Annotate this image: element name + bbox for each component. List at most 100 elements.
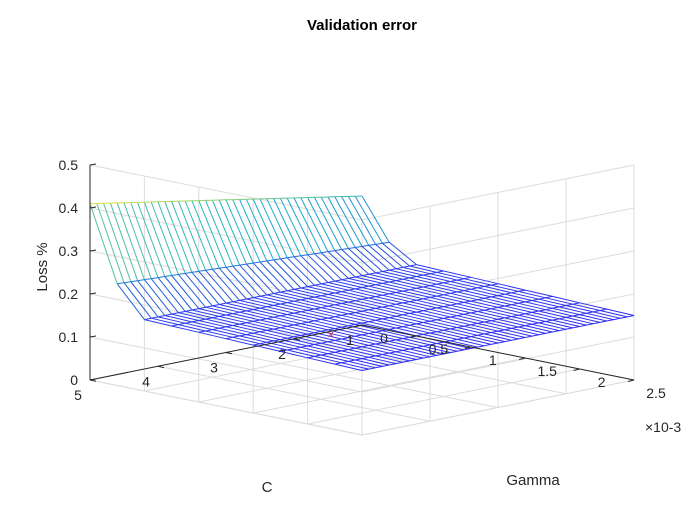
surface-mesh-line (450, 338, 458, 342)
surface-mesh-line (361, 275, 390, 283)
surface-mesh-line (232, 313, 261, 321)
surface-mesh-line (382, 294, 410, 303)
surface-mesh-line (259, 329, 267, 333)
surface-mesh-line (280, 325, 288, 329)
surface-mesh-line (443, 294, 471, 302)
surface-mesh-line (463, 300, 471, 303)
surface-mesh-line (314, 355, 342, 364)
surface-mesh-line (361, 346, 390, 354)
surface-mesh-line (355, 287, 363, 290)
surface-mesh-line (293, 288, 322, 297)
surface-mesh-line (185, 322, 213, 331)
surface-mesh-line (314, 320, 342, 328)
surface-mesh-line (151, 317, 179, 326)
surface-mesh-line (239, 310, 247, 313)
surface-mesh-line (280, 303, 308, 311)
surface-mesh-line (491, 332, 519, 340)
surface-mesh-line (504, 329, 533, 337)
surface-mesh-line (463, 288, 471, 292)
surface-mesh-line (579, 302, 607, 310)
surface-mesh-line (572, 302, 580, 305)
surface-mesh-line (389, 269, 417, 277)
surface-mesh-line (239, 311, 267, 320)
surface-mesh-line (436, 329, 444, 333)
surface-mesh-line (341, 289, 349, 293)
surface-mesh-line (246, 298, 274, 306)
surface-mesh-line (382, 342, 410, 350)
surface-mesh-line (470, 287, 478, 290)
surface-mesh-line (212, 268, 240, 301)
surface-mesh-line (436, 282, 444, 285)
z-tick-label: 0 (70, 372, 78, 388)
surface-mesh-line (219, 266, 227, 269)
surface-mesh-line (382, 318, 410, 326)
surface-mesh-line (109, 202, 139, 281)
surface-mesh-line (606, 319, 614, 322)
surface-mesh-line (198, 331, 227, 340)
surface-mesh-line (395, 314, 403, 317)
surface-mesh-line (246, 263, 274, 294)
surface-mesh-line (198, 306, 206, 310)
surface-mesh-line (300, 254, 308, 257)
surface-mesh-line (450, 327, 458, 330)
surface-mesh-line (341, 360, 349, 364)
surface-mesh-line (511, 292, 539, 300)
surface-mesh-line (491, 306, 499, 310)
surface-mesh-line (457, 338, 485, 347)
surface-mesh-line (443, 306, 471, 314)
surface-mesh-line (504, 304, 512, 307)
surface-mesh-line (620, 316, 628, 319)
surface-mesh-line (327, 339, 335, 343)
surface-mesh-line (341, 249, 370, 275)
surface-mesh-line (511, 316, 539, 324)
surface-mesh-line (565, 303, 573, 306)
surface-mesh-line (321, 353, 329, 356)
surface-mesh-line (361, 298, 390, 307)
surface-mesh-line (423, 286, 451, 294)
wall-grid-line (89, 164, 363, 221)
surface-mesh-line (293, 256, 322, 285)
surface-mesh-line (382, 330, 410, 338)
surface-mesh-line (423, 345, 451, 354)
surface-mesh-line (470, 324, 499, 332)
surface-mesh-line (253, 295, 261, 299)
surface-mesh-line (559, 305, 567, 308)
surface-mesh-line (409, 312, 437, 321)
surface-mesh-line (198, 330, 206, 333)
surface-mesh-line (164, 313, 172, 316)
surface-mesh-line (423, 273, 431, 276)
surface-mesh-line (518, 313, 526, 316)
surface-mesh-line (368, 367, 376, 370)
surface-mesh-line (368, 297, 397, 305)
surface-mesh-line (307, 321, 335, 330)
surface-mesh-line (219, 315, 247, 324)
surface-mesh-line (327, 251, 356, 278)
surface-mesh-line (287, 302, 315, 310)
gamma-tick-label: 0 (380, 330, 388, 346)
surface-mesh-line (259, 318, 267, 321)
surface-mesh-line (429, 296, 458, 305)
surface-mesh-line (416, 264, 444, 272)
surface-mesh-line (436, 307, 465, 315)
surface-mesh-line (436, 353, 444, 356)
surface-mesh-line (531, 311, 560, 320)
surface-mesh-line (497, 306, 526, 315)
surface-mesh-line (416, 299, 444, 308)
surface-mesh-line (205, 268, 213, 271)
surface-mesh-line (375, 271, 383, 274)
surface-mesh-line (416, 333, 424, 337)
surface-mesh-line (593, 310, 601, 313)
surface-mesh-line (293, 324, 322, 332)
surface-mesh-line (300, 298, 308, 301)
surface-mesh-line (375, 272, 403, 280)
surface-mesh-line (178, 272, 186, 275)
c-tick-label: 2 (278, 346, 286, 362)
surface-mesh-line (177, 201, 207, 271)
z-tick-mark (89, 335, 97, 338)
surface-mesh-line (429, 295, 437, 298)
surface-mesh-line (375, 343, 403, 351)
surface-mesh-line (436, 306, 444, 309)
surface-mesh-line (470, 312, 499, 320)
surface-mesh-line (314, 284, 342, 293)
surface-mesh-line (423, 298, 451, 306)
